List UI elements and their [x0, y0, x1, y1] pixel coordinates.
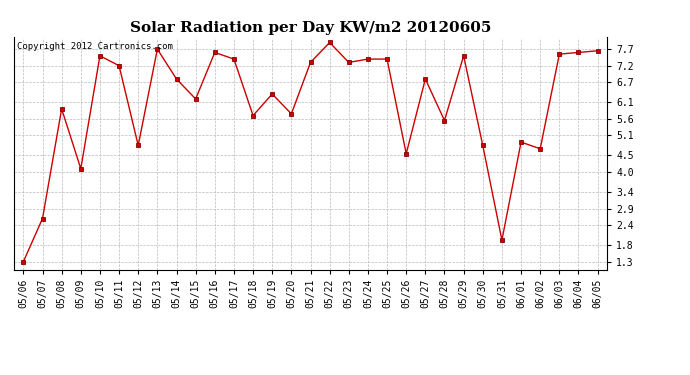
Title: Solar Radiation per Day KW/m2 20120605: Solar Radiation per Day KW/m2 20120605	[130, 21, 491, 35]
Text: Copyright 2012 Cartronics.com: Copyright 2012 Cartronics.com	[17, 42, 172, 51]
